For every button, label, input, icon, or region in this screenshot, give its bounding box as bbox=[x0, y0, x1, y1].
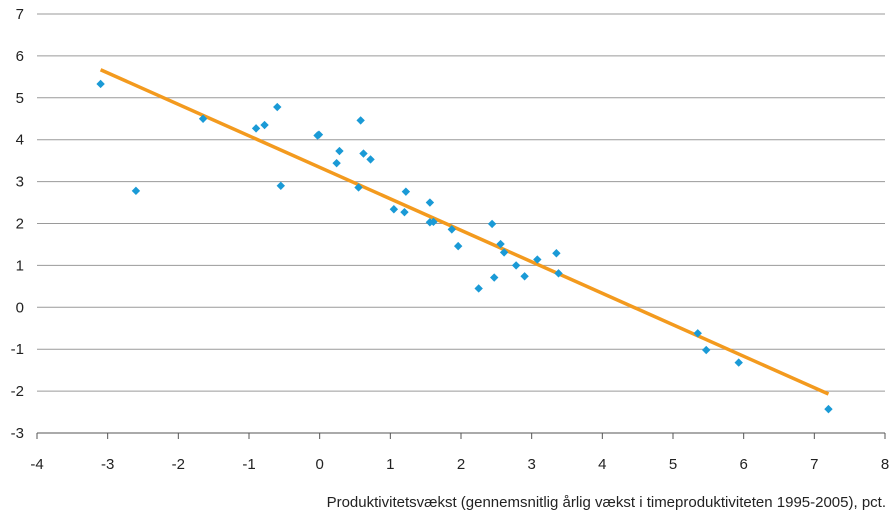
data-point bbox=[389, 205, 399, 214]
data-point bbox=[496, 239, 505, 249]
x-tick-label: 4 bbox=[598, 456, 606, 473]
y-tick-label: 2 bbox=[16, 216, 24, 233]
data-point bbox=[429, 217, 438, 227]
y-tick-label: 1 bbox=[16, 257, 24, 274]
x-tick-label: 5 bbox=[669, 456, 677, 473]
data-point bbox=[356, 116, 365, 125]
x-tick-label: 2 bbox=[457, 456, 465, 473]
data-point bbox=[273, 102, 282, 112]
data-point bbox=[734, 358, 743, 367]
data-point bbox=[400, 207, 409, 217]
x-tick-label: -2 bbox=[172, 456, 185, 473]
data-point bbox=[453, 241, 463, 251]
y-tick-label: 4 bbox=[16, 132, 24, 149]
data-point bbox=[366, 155, 375, 164]
y-tick-label: 0 bbox=[16, 299, 24, 316]
data-point bbox=[693, 329, 702, 338]
trendline-group bbox=[99, 68, 830, 396]
data-point bbox=[96, 79, 105, 89]
x-tick-label: -4 bbox=[30, 456, 43, 473]
data-point bbox=[554, 269, 563, 278]
data-point bbox=[354, 183, 363, 192]
y-tick-label: -1 bbox=[11, 341, 24, 358]
data-point bbox=[520, 272, 529, 281]
data-point bbox=[552, 249, 561, 258]
data-point bbox=[314, 130, 324, 139]
data-point bbox=[276, 181, 285, 190]
x-tick-label: 8 bbox=[881, 456, 889, 473]
y-tick-label: 5 bbox=[16, 90, 24, 107]
data-point bbox=[335, 146, 344, 156]
x-tick-label: 7 bbox=[810, 456, 818, 473]
data-point bbox=[490, 273, 499, 282]
data-point bbox=[251, 124, 261, 133]
y-tick-label: 7 bbox=[16, 6, 24, 23]
data-points bbox=[96, 79, 833, 414]
y-tick-label: 6 bbox=[16, 48, 24, 65]
y-tick-label: 3 bbox=[16, 174, 24, 191]
data-point bbox=[359, 149, 368, 158]
y-tick-label: -2 bbox=[11, 383, 24, 400]
trendline bbox=[99, 68, 830, 396]
data-point bbox=[425, 198, 435, 207]
x-axis-label: Produktivitetsvækst (gennemsnitlig årlig… bbox=[327, 494, 886, 511]
data-point bbox=[702, 345, 711, 355]
data-point bbox=[487, 219, 497, 229]
data-point bbox=[499, 248, 509, 257]
x-tick-label: 6 bbox=[739, 456, 747, 473]
y-tick-label: -3 bbox=[11, 425, 24, 442]
data-point bbox=[824, 404, 833, 414]
x-tick-label: -3 bbox=[101, 456, 114, 473]
x-tick-labels: -4 -3 -2 -1 0 1 2 3 4 5 6 7 8 bbox=[30, 456, 889, 473]
x-tick-label: 3 bbox=[527, 456, 535, 473]
x-tick-label: 1 bbox=[386, 456, 394, 473]
data-point bbox=[401, 187, 411, 196]
data-point bbox=[447, 225, 457, 234]
data-point bbox=[474, 284, 483, 293]
data-point bbox=[511, 261, 521, 270]
gridlines bbox=[37, 13, 885, 392]
data-point bbox=[533, 255, 542, 264]
y-tick-labels: -3 -2 -1 0 1 2 3 4 5 6 7 bbox=[11, 6, 24, 442]
x-tick-label: -1 bbox=[242, 456, 255, 473]
x-tick-label: 0 bbox=[315, 456, 323, 473]
x-axis bbox=[36, 432, 886, 439]
data-point bbox=[260, 120, 269, 130]
data-point bbox=[332, 158, 341, 168]
data-point bbox=[131, 186, 141, 196]
data-point bbox=[198, 114, 208, 123]
